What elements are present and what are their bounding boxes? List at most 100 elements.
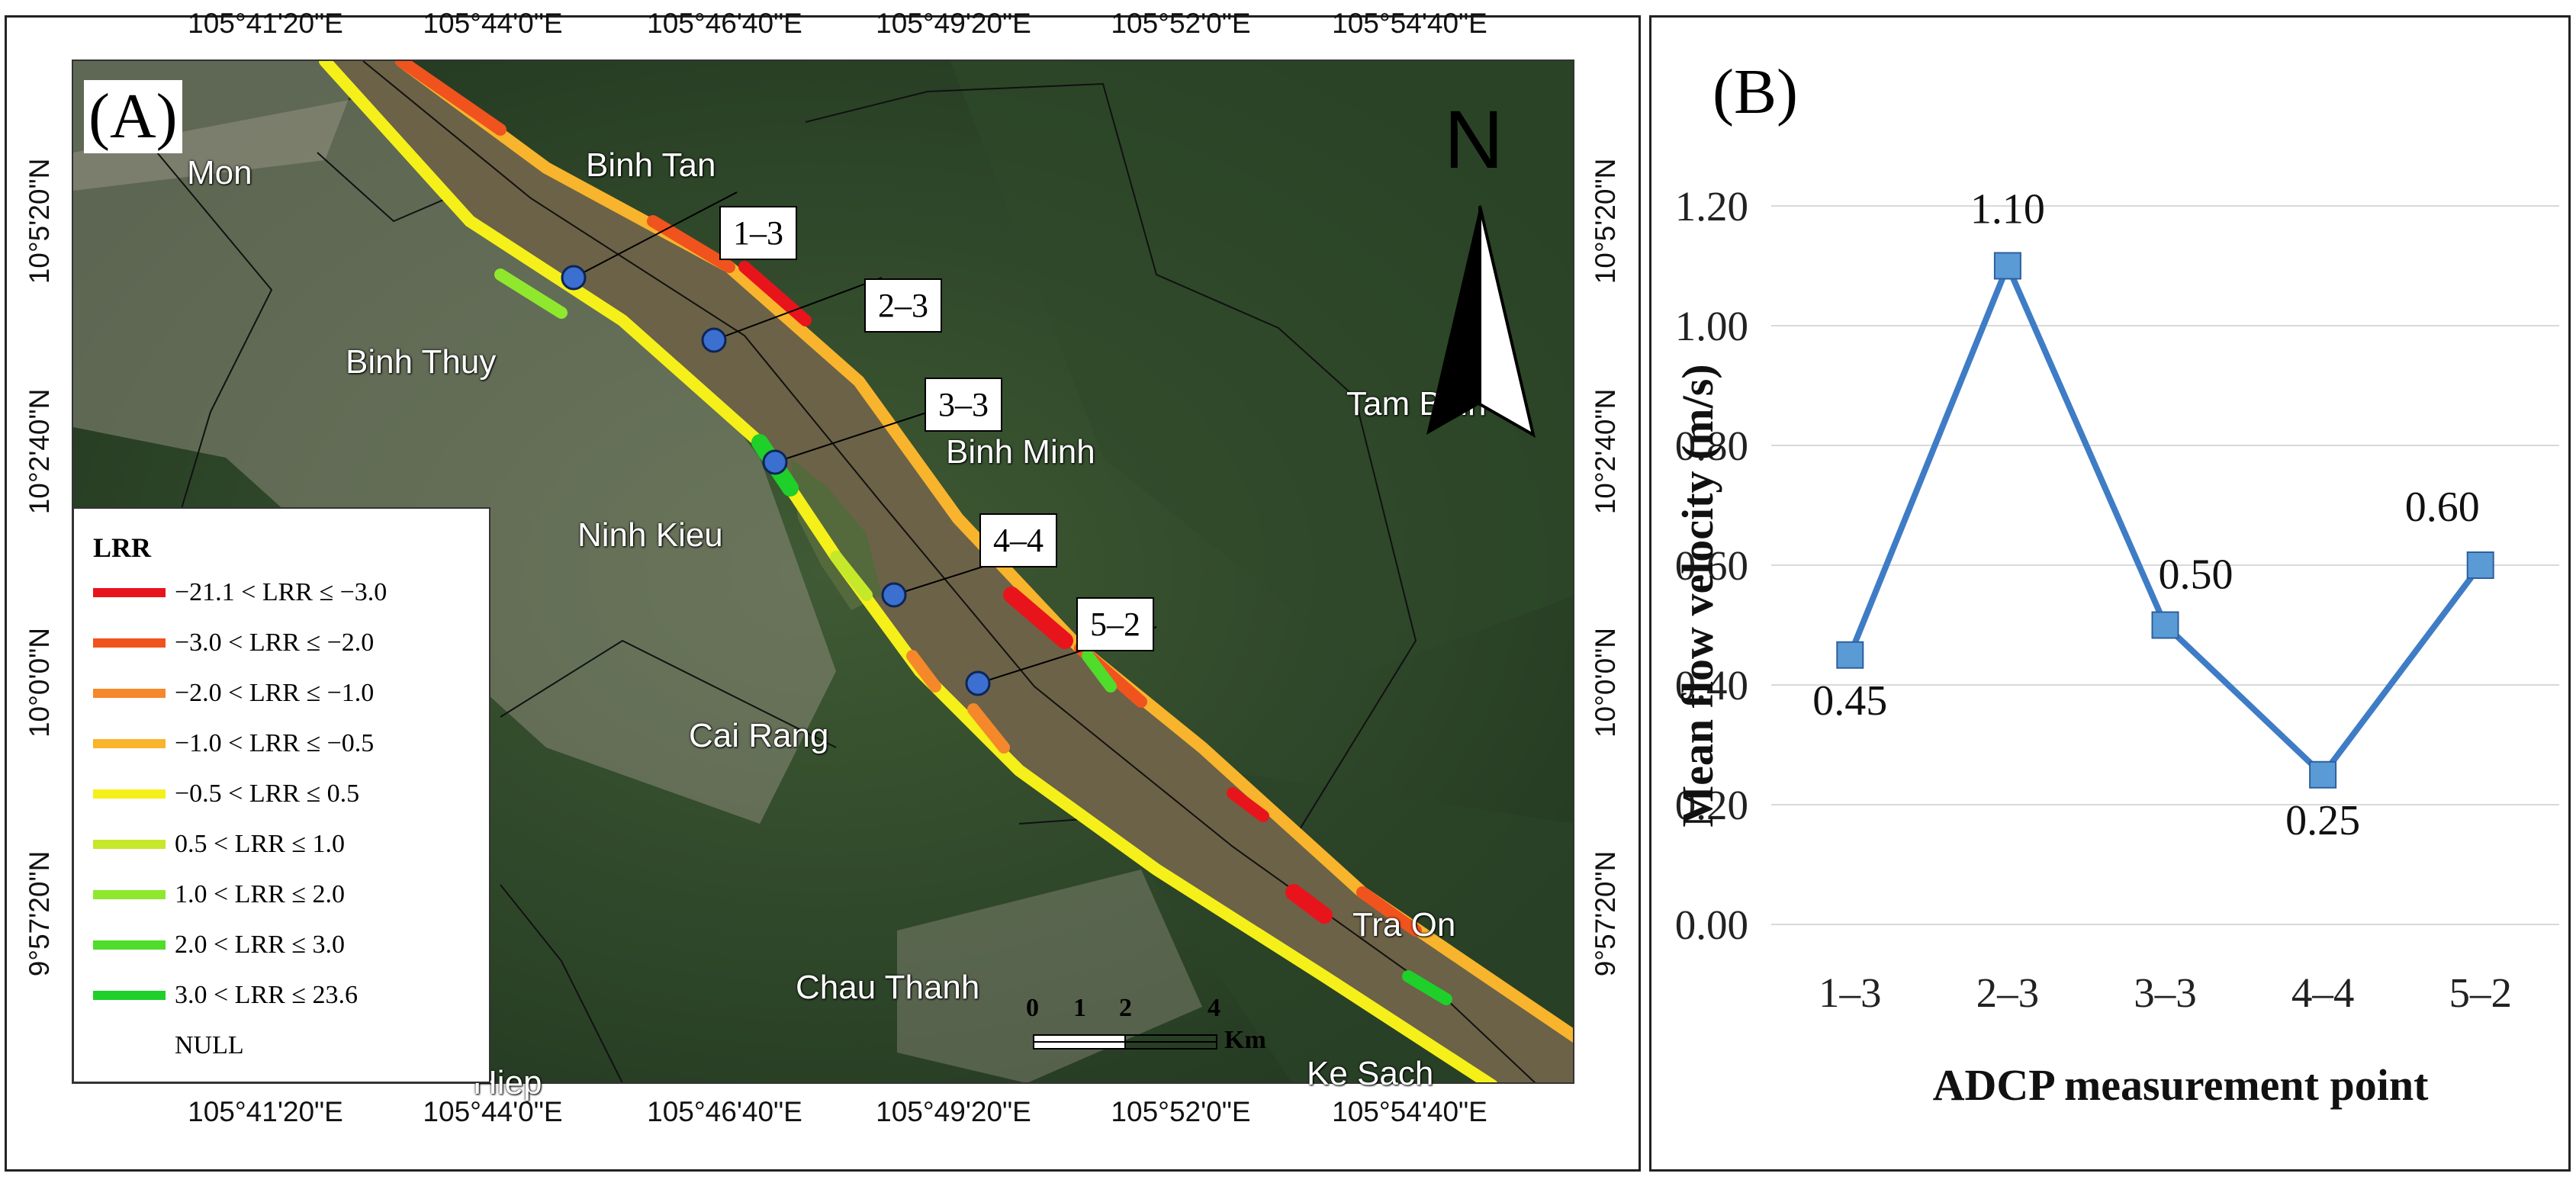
legend-item: −3.0 < LRR ≤ −2.0 xyxy=(93,628,374,658)
hau-river xyxy=(325,61,1573,1082)
coord-bottom-3: 105°46'40"E xyxy=(647,1096,802,1127)
coord-left-3: 10°0'0"N xyxy=(24,627,55,738)
place-binh-minh: Binh Minh xyxy=(946,433,1095,471)
coord-bottom-1: 105°41'20"E xyxy=(188,1096,343,1127)
coord-top-2: 105°44'0"E xyxy=(423,8,563,39)
legend-label: −0.5 < LRR ≤ 0.5 xyxy=(175,780,360,808)
data-label: 0.60 xyxy=(2405,484,2480,531)
callout-4-4: 4–4 xyxy=(979,513,1057,567)
chart-panel xyxy=(1649,15,2571,1172)
scale-tick-1: 1 xyxy=(1073,994,1086,1022)
callout-5-2: 5–2 xyxy=(1076,597,1154,651)
coord-top-1: 105°41'20"E xyxy=(188,8,343,39)
x-tick-label: 1–3 xyxy=(1819,969,1882,1016)
velocity-line-chart: 0.00 0.20 0.40 0.60 0.80 1.00 1.20 1–3 2–3 3–3 4–4… xyxy=(1673,183,2559,1110)
north-arrow: N xyxy=(1411,93,1548,450)
legend-label: 0.5 < LRR ≤ 1.0 xyxy=(175,830,345,858)
legend-item: 1.0 < LRR ≤ 2.0 xyxy=(93,879,345,910)
coord-left-1: 10°5'20"N xyxy=(24,158,55,284)
legend-item: NULL xyxy=(93,1030,244,1061)
coord-right-2: 10°2'40"N xyxy=(1590,388,1621,515)
scale-bar: 0 1 2 4 Km xyxy=(1018,988,1270,1072)
series-line xyxy=(1847,262,2483,778)
data-point-marker xyxy=(1993,252,2021,280)
place-o-mon: Mon xyxy=(187,154,252,191)
coord-top-3: 105°46'40"E xyxy=(647,8,802,39)
lrr-legend: LRR −21.1 < LRR ≤ −3.0 −3.0 < LRR ≤ −2.0 −… xyxy=(72,507,490,1083)
adcp-point-5-2 xyxy=(965,670,991,696)
y-tick-label: 0.20 xyxy=(1675,782,1748,828)
legend-label: −2.0 < LRR ≤ −1.0 xyxy=(175,679,375,707)
legend-item: −1.0 < LRR ≤ −0.5 xyxy=(93,728,374,759)
adcp-point-4-4 xyxy=(881,582,907,608)
legend-title: LRR xyxy=(93,532,152,563)
data-point-marker xyxy=(2466,551,2494,579)
north-label: N xyxy=(1444,93,1503,185)
legend-swatch xyxy=(93,588,166,597)
legend-swatch xyxy=(93,689,166,698)
place-ke-sach: Ke Sach xyxy=(1307,1055,1434,1092)
coord-left-4: 9°57'20"N xyxy=(24,850,55,977)
place-binh-thuy: Binh Thuy xyxy=(346,343,497,381)
place-binh-tan: Binh Tan xyxy=(586,146,716,184)
legend-label: 2.0 < LRR ≤ 3.0 xyxy=(175,931,345,959)
y-tick-label: 0.80 xyxy=(1675,423,1748,469)
place-chau-thanh: Chau Thanh xyxy=(796,969,980,1006)
legend-label: −21.1 < LRR ≤ −3.0 xyxy=(175,578,388,606)
data-label: 0.45 xyxy=(1812,677,1887,725)
scale-tick-4: 4 xyxy=(1208,994,1220,1022)
callout-3-3: 3–3 xyxy=(925,378,1002,432)
data-point-marker xyxy=(1836,641,1864,669)
coord-bottom-4: 105°49'20"E xyxy=(876,1096,1031,1127)
scale-unit: Km xyxy=(1224,1026,1266,1054)
adcp-point-2-3 xyxy=(701,327,727,353)
coord-bottom-6: 105°54'40"E xyxy=(1332,1096,1487,1127)
scale-tick-0: 0 xyxy=(1026,994,1039,1022)
legend-label: −1.0 < LRR ≤ −0.5 xyxy=(175,729,375,757)
adcp-point-3-3 xyxy=(762,449,788,475)
legend-swatch xyxy=(93,890,166,899)
coord-bottom-2: 105°44'0"E xyxy=(423,1096,563,1127)
callout-2-3: 2–3 xyxy=(864,278,942,333)
legend-item: 2.0 < LRR ≤ 3.0 xyxy=(93,930,345,960)
adcp-point-1-3 xyxy=(561,265,587,291)
y-axis-title: Mean flow velocity (m/s) xyxy=(1673,364,1722,827)
legend-swatch xyxy=(93,638,166,648)
legend-label: −3.0 < LRR ≤ −2.0 xyxy=(175,628,375,657)
data-point-marker xyxy=(2151,611,2179,639)
place-tra-on: Tra On xyxy=(1352,906,1456,944)
coord-left-2: 10°2'40"N xyxy=(24,388,55,515)
data-label: 1.10 xyxy=(1970,186,2045,233)
x-tick-label: 2–3 xyxy=(1976,969,2040,1016)
y-tick-label: 1.00 xyxy=(1675,303,1748,349)
y-tick-label: 0.40 xyxy=(1675,662,1748,709)
place-cai-rang: Cai Rang xyxy=(689,717,829,754)
legend-item: −2.0 < LRR ≤ −1.0 xyxy=(93,678,374,709)
coord-bottom-5: 105°52'0"E xyxy=(1111,1096,1251,1127)
urban-area xyxy=(73,92,836,824)
scale-tick-2: 2 xyxy=(1119,994,1132,1022)
x-tick-label: 5–2 xyxy=(2449,969,2512,1016)
coord-right-3: 10°0'0"N xyxy=(1590,627,1621,738)
legend-label: 3.0 < LRR ≤ 23.6 xyxy=(175,981,358,1009)
panel-b-label: (B) xyxy=(1713,56,1798,127)
legend-swatch xyxy=(93,840,166,849)
data-label: 0.50 xyxy=(2159,551,2233,599)
y-tick-label: 0.00 xyxy=(1675,902,1748,948)
x-axis-title: ADCP measurement point xyxy=(1933,1060,2429,1110)
legend-label: 1.0 < LRR ≤ 2.0 xyxy=(175,880,345,908)
legend-label: NULL xyxy=(175,1031,244,1059)
legend-item: −0.5 < LRR ≤ 0.5 xyxy=(93,779,359,809)
x-tick-label: 3–3 xyxy=(2134,969,2197,1016)
legend-swatch xyxy=(93,1041,166,1050)
legend-swatch xyxy=(93,789,166,799)
island xyxy=(790,458,882,610)
legend-swatch xyxy=(93,940,166,950)
north-arrow-icon xyxy=(1426,205,1536,439)
panel-a-label: (A) xyxy=(84,80,182,153)
callout-1-3: 1–3 xyxy=(719,206,797,260)
legend-swatch xyxy=(93,739,166,748)
legend-item: −21.1 < LRR ≤ −3.0 xyxy=(93,577,387,608)
place-ninh-kieu: Ninh Kieu xyxy=(577,516,723,554)
field-area xyxy=(950,61,1573,671)
